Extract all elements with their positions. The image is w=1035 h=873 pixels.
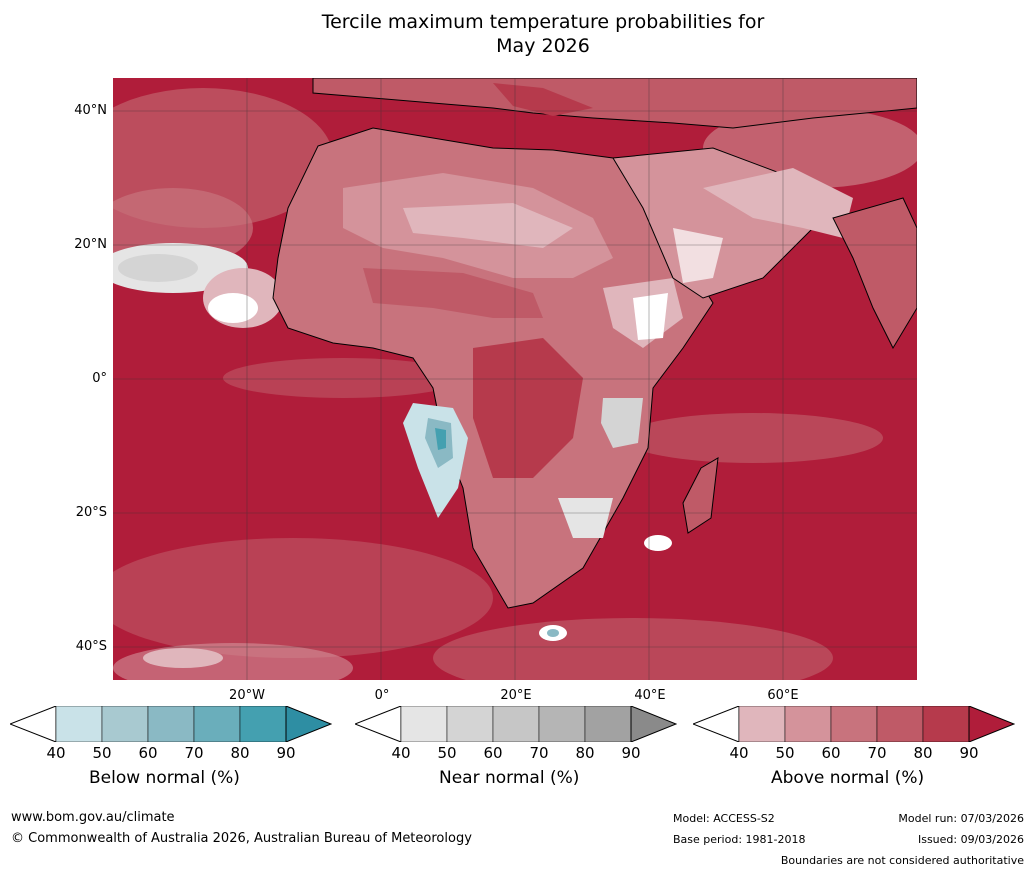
near-normal-colorbar: 40 50 60 70 80 90 xyxy=(353,705,678,762)
near-tick: 40 xyxy=(391,744,411,762)
footer-copyright: © Commonwealth of Australia 2026, Austra… xyxy=(11,831,472,846)
near-normal-swatch xyxy=(353,705,402,743)
arabia-landmass xyxy=(612,147,853,299)
above-normal-colorbar: 40 50 60 70 80 90 xyxy=(691,705,1016,762)
below-normal-scale xyxy=(8,705,333,743)
atlantic-near-normal xyxy=(113,243,283,328)
lon-label-20w: 20°W xyxy=(229,688,265,703)
footer-disclaimer: Boundaries are not considered authoritat… xyxy=(780,854,1024,867)
below-tick: 80 xyxy=(230,744,250,762)
lon-label-60e: 60°E xyxy=(767,688,799,703)
near-normal-swatch xyxy=(538,705,586,743)
below-tick: 90 xyxy=(276,744,296,762)
below-tick: 60 xyxy=(138,744,158,762)
near-tick: 70 xyxy=(529,744,549,762)
below-tick: 40 xyxy=(46,744,66,762)
india-landmass xyxy=(832,197,917,350)
lon-label-20e: 20°E xyxy=(500,688,532,703)
europe-landmass xyxy=(312,78,917,129)
lat-label-0: 0° xyxy=(92,371,107,386)
near-tick: 60 xyxy=(483,744,503,762)
below-normal-swatch xyxy=(239,705,287,743)
above-normal-swatch xyxy=(830,705,878,743)
map-canvas xyxy=(113,78,917,680)
near-tick: 90 xyxy=(621,744,641,762)
footer-model-run: Model run: 07/03/2026 xyxy=(898,812,1024,825)
map-gridlines xyxy=(113,78,917,680)
title-line-2: May 2026 xyxy=(496,35,590,57)
below-normal-swatch xyxy=(147,705,195,743)
above-normal-swatch xyxy=(784,705,832,743)
below-normal-swatch xyxy=(285,705,333,743)
above-tick: 60 xyxy=(821,744,841,762)
above-tick: 90 xyxy=(959,744,979,762)
near-normal-title: Near normal (%) xyxy=(439,768,580,788)
above-normal-swatch xyxy=(691,705,740,743)
near-normal-swatch xyxy=(630,705,678,743)
below-normal-swatch xyxy=(8,705,57,743)
near-normal-swatch xyxy=(584,705,632,743)
footer-issued: Issued: 09/03/2026 xyxy=(917,833,1024,846)
lat-label-40s: 40°S xyxy=(75,639,107,654)
above-tick: 40 xyxy=(729,744,749,762)
above-normal-swatch xyxy=(876,705,924,743)
probability-map xyxy=(113,78,917,680)
above-tick: 80 xyxy=(913,744,933,762)
below-normal-swatch xyxy=(101,705,149,743)
below-tick: 50 xyxy=(92,744,112,762)
above-normal-swatch xyxy=(968,705,1016,743)
below-normal-swatch xyxy=(193,705,241,743)
above-tick: 70 xyxy=(867,744,887,762)
above-normal-scale xyxy=(691,705,1016,743)
lon-label-0: 0° xyxy=(374,688,390,703)
above-normal-swatch xyxy=(738,705,786,743)
near-tick: 50 xyxy=(437,744,457,762)
near-normal-swatch xyxy=(446,705,494,743)
near-normal-scale xyxy=(353,705,678,743)
madagascar xyxy=(682,457,719,534)
footer-base-period: Base period: 1981-2018 xyxy=(673,833,806,846)
below-normal-title: Below normal (%) xyxy=(89,768,240,788)
below-normal-colorbar: 40 50 60 70 80 90 xyxy=(8,705,333,762)
southern-ocean-patches xyxy=(143,535,672,668)
chart-title: Tercile maximum temperature probabilitie… xyxy=(0,10,1035,58)
lat-label-20s: 20°S xyxy=(75,505,107,520)
below-tick: 70 xyxy=(184,744,204,762)
near-normal-swatch xyxy=(492,705,540,743)
below-normal-swatch xyxy=(55,705,103,743)
footer-url: www.bom.gov.au/climate xyxy=(11,810,175,825)
near-normal-swatch xyxy=(400,705,448,743)
africa-landmass xyxy=(272,127,714,609)
above-tick: 50 xyxy=(775,744,795,762)
title-line-1: Tercile maximum temperature probabilitie… xyxy=(321,11,765,33)
lon-label-40e: 40°E xyxy=(634,688,666,703)
lat-label-20n: 20°N xyxy=(74,237,107,252)
footer-model: Model: ACCESS-S2 xyxy=(673,812,775,825)
lat-label-40n: 40°N xyxy=(74,103,107,118)
above-normal-title: Above normal (%) xyxy=(771,768,925,788)
above-normal-swatch xyxy=(922,705,970,743)
near-tick: 80 xyxy=(575,744,595,762)
